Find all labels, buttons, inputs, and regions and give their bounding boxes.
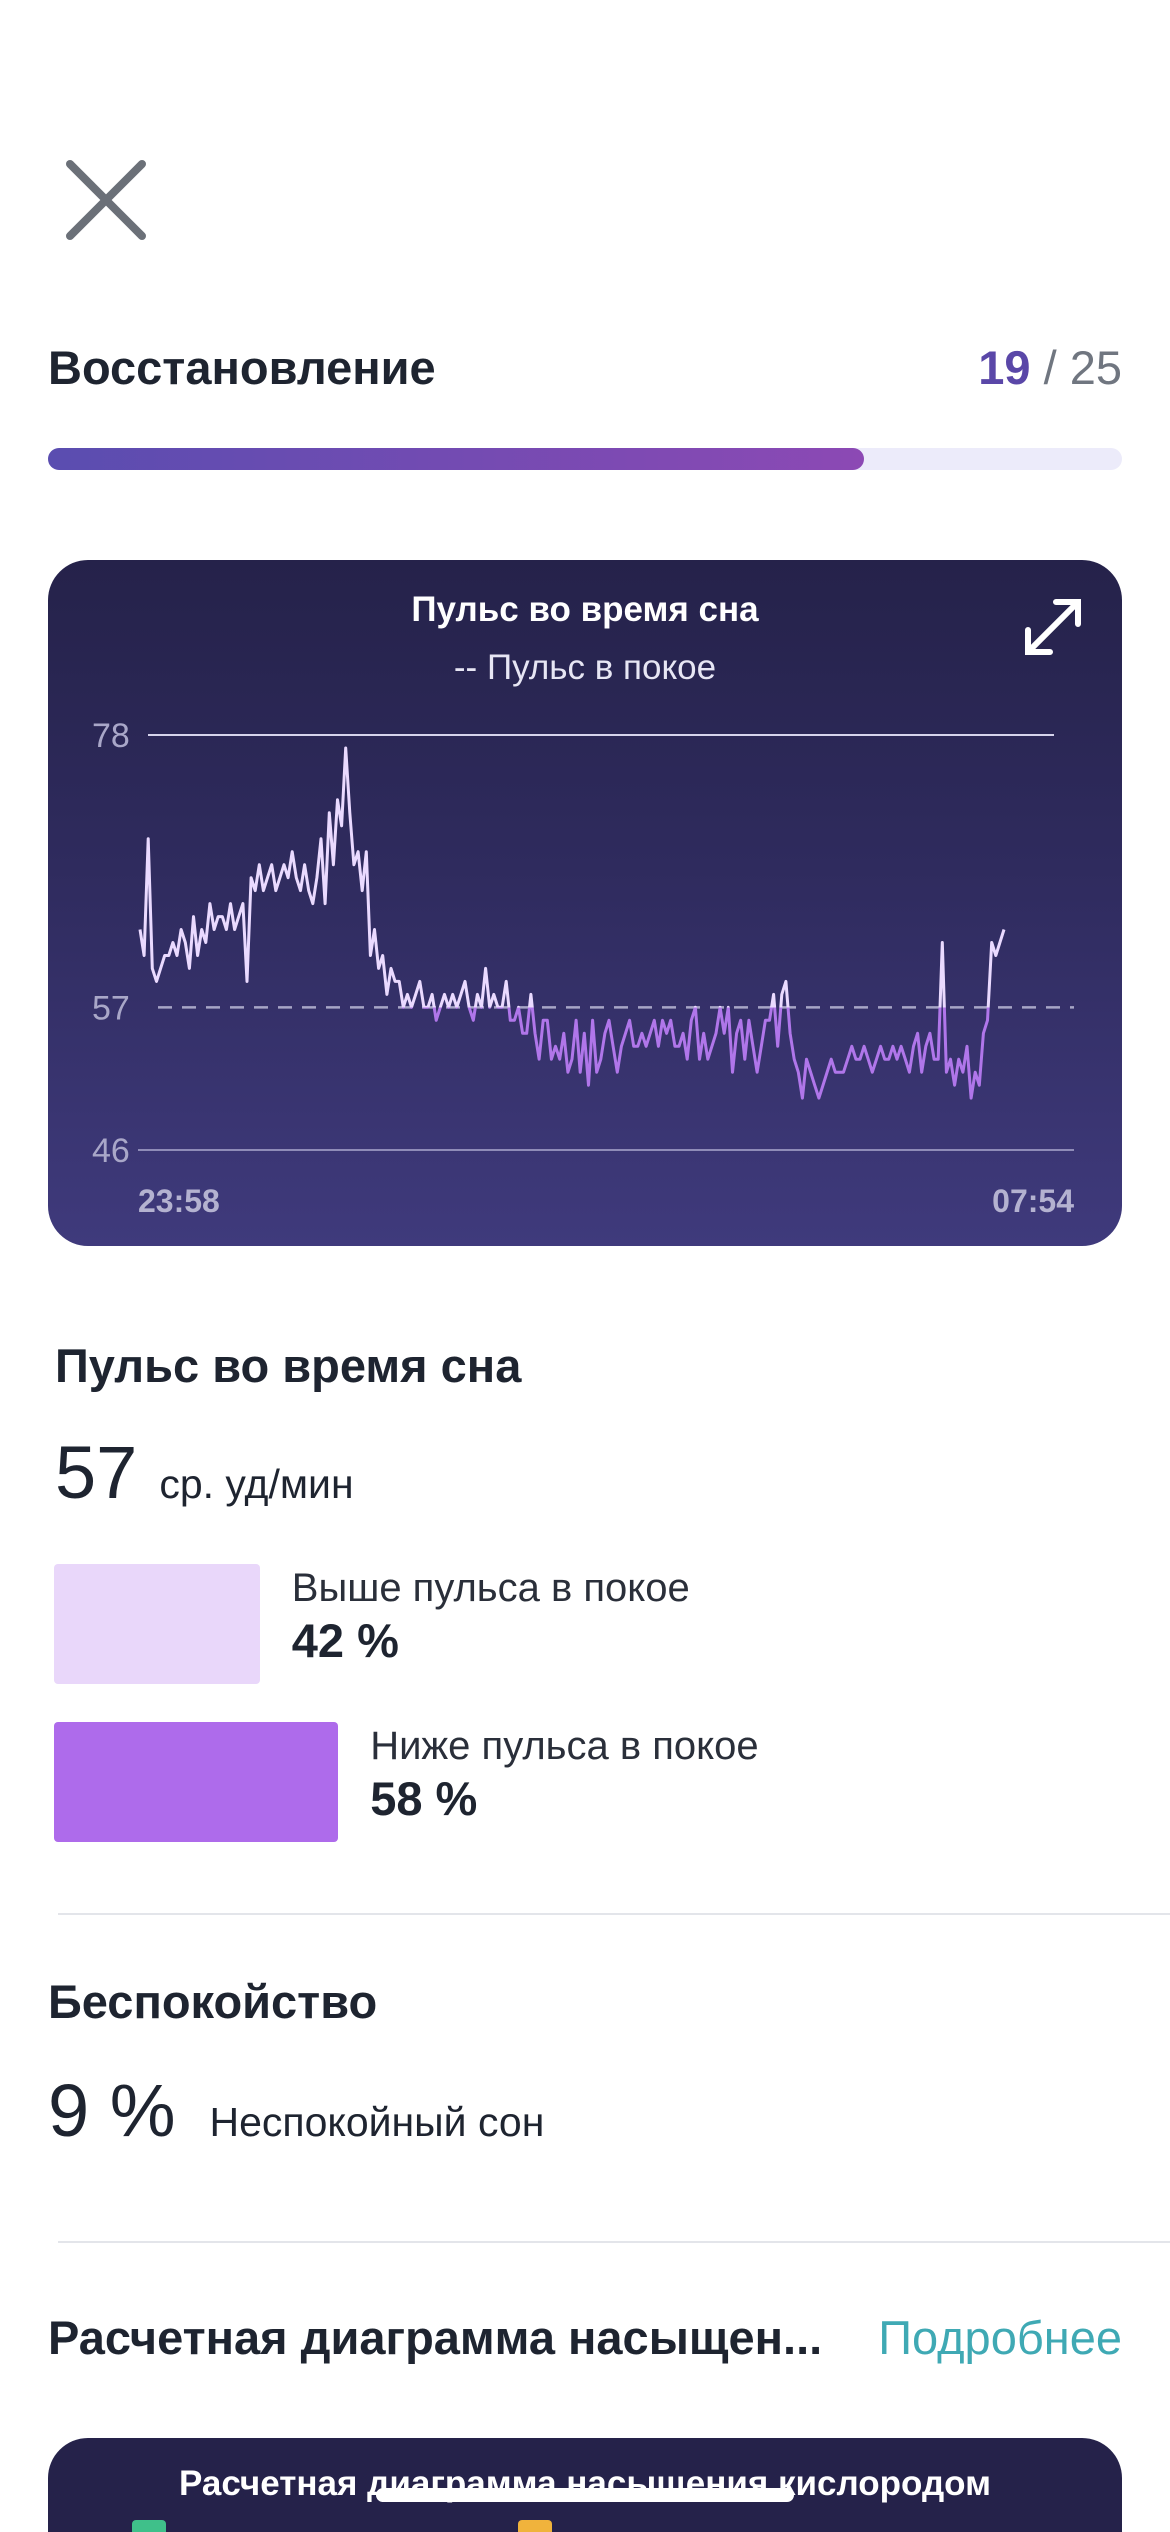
y-tick-label: 78 [92,717,130,755]
x-tick-label: 07:54 [992,1183,1074,1219]
heart-rate-line [138,746,1006,1100]
recovery-score: 19 / 25 [978,340,1122,395]
spo2-chart-card: Расчетная диаграмма насыщения кислородом [48,2438,1122,2532]
recovery-title: Восстановление [48,340,436,394]
recovery-score-max: 25 [1069,340,1122,394]
close-button[interactable] [56,150,156,250]
spo2-title: Расчетная диаграмма насыщен... [48,2311,823,2364]
expand-button[interactable] [1018,592,1088,662]
legend-above-swatch [54,1564,260,1684]
restlessness-title: Беспокойство [48,1975,378,2028]
recovery-progress-fill [48,448,865,470]
legend-above-text: Выше пульса в покое 42 % [292,1564,690,1670]
legend-above-pct: 42 % [291,1614,399,1667]
legend-above-resting: Выше пульса в покое 42 % [54,1564,690,1684]
hr-section-title: Пульс во время сна [55,1339,522,1392]
legend-above-label: Выше пульса в покое [291,1566,690,1610]
spo2-more-link[interactable]: Подробнее [878,2311,1122,2364]
legend-below-resting: Ниже пульса в покое 58 % [54,1722,759,1842]
recovery-score-separator: / [1030,340,1070,394]
spo2-legend-swatch [518,2520,552,2532]
close-icon [66,160,146,240]
restlessness-label: Неспокойный сон [209,2099,545,2145]
y-tick-label: 57 [92,989,130,1027]
sleep-heart-rate-chart-card: 78 57 46 23:58 07:54 Пульс во время сна -- П… [48,560,1122,1246]
hr-average-unit: ср. уд/мин [159,1461,354,1507]
restlessness-value: 9 % [48,2069,176,2152]
divider [58,2241,1170,2243]
expand-icon [1025,599,1081,655]
chart-subtitle: -- Пульс в покое [453,648,717,687]
y-tick-label: 46 [92,1132,130,1170]
recovery-score-value: 19 [978,340,1031,394]
legend-below-label: Ниже пульса в покое [370,1724,759,1768]
hr-average: 57 ср. уд/мин [55,1430,354,1515]
x-tick-label: 23:58 [138,1183,220,1219]
recovery-header: Восстановление 19 / 25 [48,332,1122,402]
hr-average-value: 57 [55,1431,138,1514]
spo2-header: Расчетная диаграмма насыщен... Подробнее [48,2310,1122,2365]
spo2-legend-swatch [132,2520,166,2532]
recovery-progress-bar [48,448,1122,470]
home-indicator [376,2488,794,2502]
restlessness-row: 9 % Неспокойный сон [48,2068,544,2153]
legend-below-swatch [54,1722,339,1842]
legend-below-text: Ниже пульса в покое 58 % [370,1722,758,1828]
divider [58,1913,1170,1915]
legend-below-pct: 58 % [370,1772,478,1825]
chart-title: Пульс во время сна [411,590,759,629]
